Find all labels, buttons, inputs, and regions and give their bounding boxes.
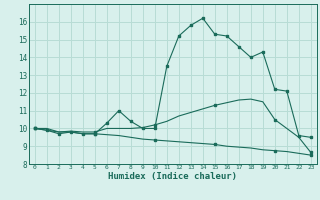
X-axis label: Humidex (Indice chaleur): Humidex (Indice chaleur) <box>108 172 237 181</box>
